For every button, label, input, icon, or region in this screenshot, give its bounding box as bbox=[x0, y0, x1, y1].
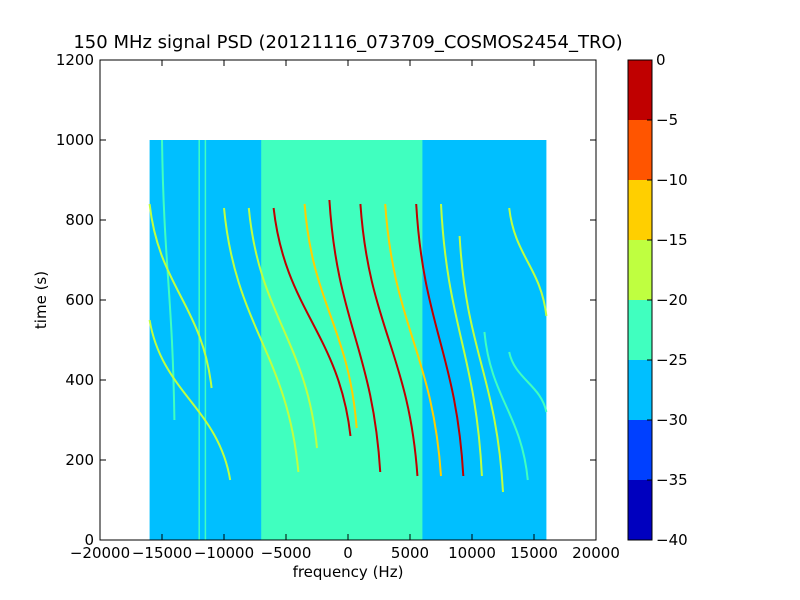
y-tick-label: 1000 bbox=[56, 131, 94, 149]
colorbar bbox=[627, 59, 653, 541]
x-tick-label: 0 bbox=[343, 544, 353, 562]
y-tick-label: 400 bbox=[65, 371, 94, 389]
colorbar-tick-label: −30 bbox=[656, 411, 688, 429]
x-tick-label: 5000 bbox=[391, 544, 429, 562]
signal-trace bbox=[148, 203, 213, 389]
colorbar-segment bbox=[628, 480, 652, 540]
colorbar-tick-label: −15 bbox=[656, 231, 688, 249]
x-axis-ticks: −20000 −15000 −10000 −5000 0 5000 10000 15000 20… bbox=[70, 60, 620, 562]
signal-trace bbox=[483, 331, 529, 481]
colorbar-segment bbox=[628, 120, 652, 180]
colorbar-tick-label: −10 bbox=[656, 171, 688, 189]
colorbar-tick-label: −25 bbox=[656, 351, 688, 369]
x-axis-label: frequency (Hz) bbox=[293, 563, 404, 581]
signal-trace bbox=[415, 203, 465, 477]
chart-title: 150 MHz signal PSD (20121116_073709_COSM… bbox=[73, 32, 622, 53]
colorbar-tick-label: −40 bbox=[656, 531, 688, 549]
x-tick-label: −10000 bbox=[194, 544, 254, 562]
colorbar-segment bbox=[628, 300, 652, 360]
y-tick-label: 0 bbox=[84, 531, 94, 549]
signal-trace bbox=[247, 207, 318, 449]
colorbar-segment bbox=[628, 180, 652, 240]
signal-trace bbox=[508, 207, 548, 317]
colorbar-tick-label: 0 bbox=[656, 51, 666, 69]
colorbar-segment bbox=[628, 420, 652, 480]
plot-area: −20000 −15000 −10000 −5000 0 5000 10000 15000 20… bbox=[56, 51, 620, 562]
central-noise-band bbox=[261, 140, 423, 540]
x-tick-label: 10000 bbox=[448, 544, 496, 562]
signal-trace bbox=[359, 203, 419, 477]
colorbar-tick-label: −35 bbox=[656, 471, 688, 489]
heatmap-layer bbox=[149, 140, 547, 540]
colorbar-ticks: 0 −5 −10 −15 −20 −25 −30 −35 −40 bbox=[647, 51, 688, 549]
x-tick-label: −5000 bbox=[261, 544, 312, 562]
y-axis-ticks: 0 200 400 600 800 1000 1200 bbox=[56, 51, 596, 549]
x-tick-label: 20000 bbox=[572, 544, 620, 562]
colorbar-segment bbox=[628, 60, 652, 120]
x-tick-label: 15000 bbox=[510, 544, 558, 562]
y-tick-label: 800 bbox=[65, 211, 94, 229]
signal-trace bbox=[328, 199, 382, 473]
signal-trace bbox=[148, 319, 232, 481]
x-tick-label: −15000 bbox=[132, 544, 192, 562]
x-tick-label: −20000 bbox=[70, 544, 130, 562]
colorbar-segment bbox=[628, 240, 652, 300]
colorbar-tick-label: −20 bbox=[656, 291, 688, 309]
colorbar-tick-label: −5 bbox=[656, 111, 678, 129]
signal-trace bbox=[440, 203, 483, 477]
signal-traces bbox=[148, 139, 548, 493]
signal-trace bbox=[303, 203, 358, 429]
y-tick-label: 200 bbox=[65, 451, 94, 469]
signal-trace bbox=[458, 235, 504, 493]
y-tick-label: 600 bbox=[65, 291, 94, 309]
signal-trace bbox=[223, 207, 300, 473]
colorbar-segment bbox=[628, 360, 652, 420]
y-axis-label: time (s) bbox=[32, 271, 50, 329]
y-tick-label: 1200 bbox=[56, 51, 94, 69]
signal-trace bbox=[508, 351, 548, 413]
signal-trace bbox=[272, 207, 352, 437]
signal-trace bbox=[384, 203, 442, 477]
